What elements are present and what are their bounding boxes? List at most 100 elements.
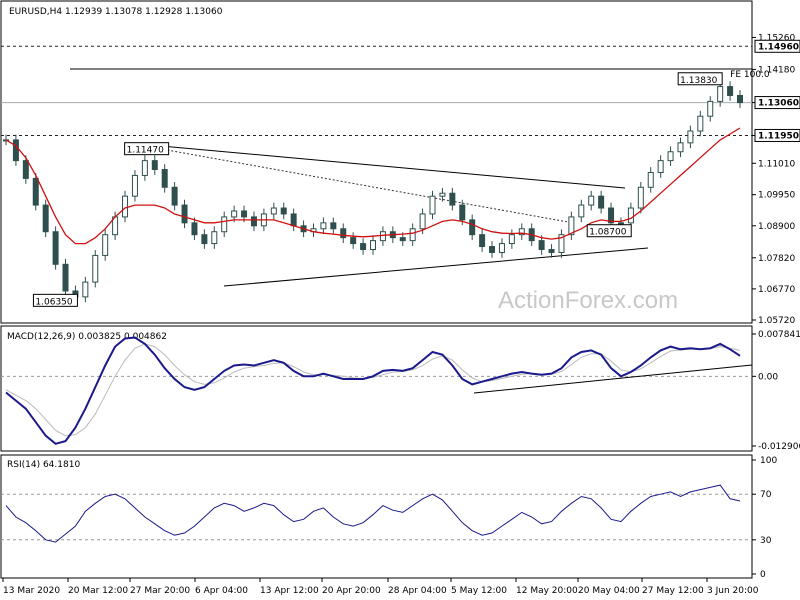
x-axis: 13 Mar 2020 20 Mar 12:00 27 Mar 20:00 6 Apr… (2, 578, 759, 596)
candle-body (270, 207, 277, 215)
candle-body (340, 228, 347, 239)
price-y-tick-label: 1.05720 (758, 316, 795, 326)
rsi-y-tick-label: 30 (760, 536, 772, 546)
candle-body (508, 234, 515, 245)
candle-body (498, 243, 505, 253)
x-tick-label: 20 Apr 20:00 (322, 586, 381, 596)
x-tick-label: 13 Mar 2020 (3, 586, 60, 596)
annotation-box (677, 72, 723, 86)
candle-body (697, 115, 704, 132)
candle-body (250, 216, 257, 227)
annotation-box (586, 224, 632, 238)
price-annotation: 1.11470 (127, 146, 164, 156)
annotation-box (32, 293, 78, 307)
candle-body (598, 195, 605, 209)
macd-signal-line (5, 343, 741, 437)
candle-body (558, 234, 565, 253)
price-y-tick-label: 1.14180 (758, 65, 795, 75)
price-y-tick-label: 1.11010 (758, 159, 795, 169)
candle-body (667, 151, 674, 162)
price-annotation: 1.08700 (589, 228, 626, 238)
candle-body (707, 100, 714, 117)
candle-body (32, 177, 39, 206)
x-tick-label: 13 Apr 12:00 (260, 586, 319, 596)
candle-body (459, 204, 466, 221)
candle-body (588, 195, 595, 206)
rsi-y-tick-label: 70 (760, 490, 772, 500)
candle-body (12, 139, 19, 162)
candle-body (637, 186, 644, 209)
candle-body (677, 142, 684, 153)
candle-body (161, 169, 168, 188)
macd-trendline (473, 364, 753, 394)
x-tick-label: 3 Jun 20:00 (707, 586, 759, 596)
candle-body (657, 160, 664, 173)
price-panel: EURUSD,H4 1.12939 1.13078 1.12928 1.1306… (0, 0, 800, 326)
lower-trendline (223, 247, 649, 287)
candle-body (379, 231, 386, 242)
candle-body (439, 192, 446, 197)
candle-body (568, 216, 575, 236)
candle-body (608, 207, 615, 224)
macd-y-tick-label: 0.007841 (758, 330, 800, 340)
candle-body (399, 237, 406, 242)
price-panel-title: EURUSD,H4 1.12939 1.13078 1.12928 1.1306… (9, 7, 223, 17)
candle-body (737, 94, 743, 104)
candle-body (647, 171, 654, 188)
candle-body (360, 243, 367, 250)
macd-line (5, 336, 741, 445)
ema-line (5, 127, 741, 245)
candle-body (151, 160, 158, 171)
candle-body (131, 174, 138, 197)
annotation-box (124, 142, 170, 156)
price-panel-border (0, 0, 753, 324)
x-tick-label: 6 Apr 04:00 (195, 586, 248, 596)
candle-body (92, 254, 99, 283)
candle-body (409, 228, 416, 242)
trendlines (70, 68, 752, 287)
candle-body (717, 86, 724, 102)
price-annotation: 1.06350 (35, 297, 72, 307)
candle-body (62, 263, 69, 292)
price-annotation: FE 100.0 (730, 70, 770, 80)
x-tick-label: 28 Apr 04:00 (388, 586, 447, 596)
price-y-tick-label: 1.06770 (758, 285, 795, 295)
candle-body (370, 240, 376, 250)
level-label-box (754, 128, 800, 142)
level-label: 1.14960 (758, 42, 799, 52)
candle-body (518, 228, 525, 236)
x-tick-label: 20 Mar 12:00 (68, 586, 128, 596)
rsi-panel: RSI(14) 64.1810 100 70 30 0 (0, 454, 777, 580)
price-y-tick-label: 1.15260 (758, 33, 795, 43)
rsi-line (5, 484, 741, 543)
price-y-tick-label: 1.07820 (758, 254, 795, 264)
candle-body (201, 234, 208, 245)
candle-body (617, 222, 624, 225)
x-tick-label: 27 Mar 20:00 (130, 586, 190, 596)
level-label-box (754, 39, 800, 53)
candle-body (320, 222, 327, 230)
level-label: 1.11950 (758, 131, 799, 141)
candle-body (181, 204, 188, 224)
candle-body (22, 160, 29, 179)
candle-body (52, 231, 59, 265)
price-annotation: 1.13830 (680, 76, 717, 86)
candle-body (469, 219, 476, 236)
x-tick-label: 20 May 04:00 (578, 586, 640, 596)
macd-panel: MACD(12,26,9) 0.003825 0.004862 0.007841… (0, 325, 800, 452)
candle-body (538, 240, 545, 250)
candle-body (548, 248, 555, 253)
x-tick-label: 27 May 12:00 (642, 586, 704, 596)
level-label: 1.13060 (758, 99, 799, 109)
candle-body (82, 281, 89, 298)
candle-body (171, 186, 178, 206)
candle-body (231, 210, 238, 218)
candle-body (191, 222, 198, 236)
macd-panel-title: MACD(12,26,9) 0.003825 0.004862 (7, 332, 167, 342)
candle-body (578, 204, 585, 218)
x-tick-label: 5 May 12:00 (451, 586, 507, 596)
candle-body (42, 204, 49, 233)
candle-body (280, 207, 287, 215)
candle-body (122, 195, 129, 218)
